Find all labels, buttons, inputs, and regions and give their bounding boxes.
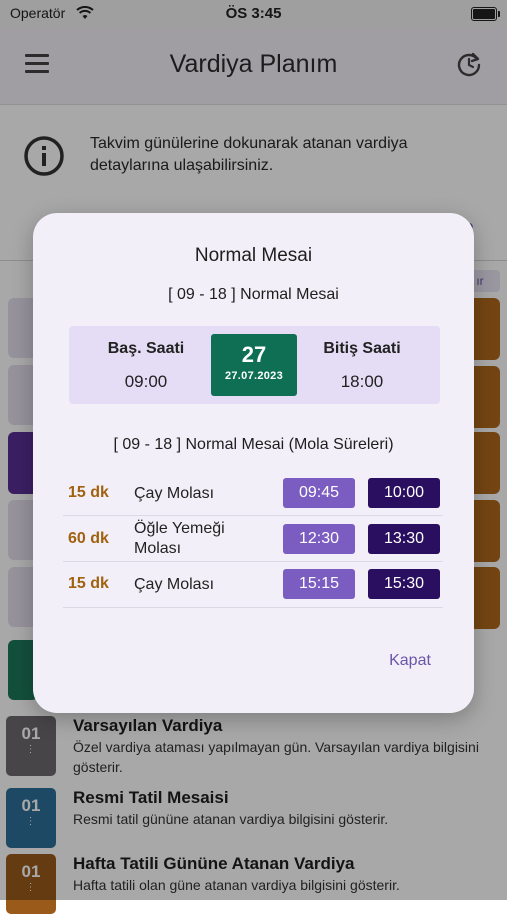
- break-name: Öğle Yemeği Molası: [134, 520, 225, 557]
- break-row: 60 dk Öğle Yemeği Molası 12:30 13:30: [63, 516, 443, 562]
- break-name: Çay Molası: [134, 485, 215, 502]
- carrier-label: Operatör: [10, 5, 66, 21]
- break-row: 15 dk Çay Molası 09:45 10:00: [63, 471, 443, 516]
- list-item: 01 ⋮ Varsayılan Vardiya Özel vardiya ata…: [0, 716, 507, 778]
- clock-label: ÖS 3:45: [225, 5, 282, 22]
- date-day: 27: [241, 342, 267, 367]
- break-row: 15 dk Çay Molası 15:15 15:30: [63, 562, 443, 608]
- list-item: 01 ⋮ Resmi Tatil Mesaisi Resmi tatil gün…: [0, 788, 507, 850]
- start-time-value: 09:00: [124, 372, 168, 391]
- close-button[interactable]: Kapat: [389, 652, 431, 669]
- refresh-icon[interactable]: [455, 50, 483, 78]
- break-end-time: 15:30: [368, 569, 440, 599]
- shift-label: [ 09 - 18 ] Normal Mesai: [168, 286, 339, 303]
- menu-icon[interactable]: [25, 54, 49, 74]
- end-time-label: Bitiş Saati: [323, 340, 401, 357]
- break-start-time: 15:15: [283, 569, 355, 599]
- break-duration: 15 dk: [68, 484, 109, 501]
- status-bar: Operatör ÖS 3:45: [0, 0, 507, 28]
- legend-title: Varsayılan Vardiya: [73, 716, 223, 735]
- legend-description: Özel vardiya ataması yapılmayan gün. Var…: [73, 739, 479, 775]
- legend-title: Resmi Tatil Mesaisi: [73, 788, 229, 807]
- info-banner: Takvim günülerine dokunarak atanan vardi…: [0, 105, 507, 215]
- legend-description: Hafta tatili olan güne atanan vardiya bi…: [73, 877, 400, 893]
- app-bar: Vardiya Planım: [0, 28, 507, 105]
- legend-description: Resmi tatil gününe atanan vardiya bilgis…: [73, 811, 389, 827]
- break-duration: 60 dk: [68, 530, 109, 547]
- date-badge: 27 27.07.2023: [211, 334, 297, 396]
- legend-color-box: 01 ⋮: [6, 716, 56, 776]
- legend-color-box: 01 ⋮: [6, 788, 56, 848]
- break-name: Çay Molası: [134, 576, 215, 593]
- list-item: 01 ⋮ Hafta Tatili Gününe Atanan Vardiya …: [0, 854, 507, 916]
- break-end-time: 10:00: [368, 478, 440, 508]
- info-text: Takvim günülerine dokunarak atanan vardi…: [90, 135, 408, 174]
- start-time-label: Baş. Saati: [107, 340, 185, 357]
- break-end-time: 13:30: [368, 524, 440, 554]
- page-title: Vardiya Planım: [169, 50, 338, 78]
- date-full: 27.07.2023: [224, 370, 284, 382]
- battery-icon: [471, 7, 500, 21]
- legend-title: Hafta Tatili Gününe Atanan Vardiya: [73, 854, 355, 873]
- info-icon: [24, 136, 64, 176]
- breaks-title: [ 09 - 18 ] Normal Mesai (Mola Süreleri): [113, 436, 394, 453]
- break-start-time: 09:45: [283, 478, 355, 508]
- end-time-value: 18:00: [340, 372, 384, 391]
- break-duration: 15 dk: [68, 575, 109, 592]
- break-start-time: 12:30: [283, 524, 355, 554]
- dialog-title: Normal Mesai: [194, 245, 313, 266]
- wifi-icon: [76, 6, 94, 19]
- shift-detail-dialog: Normal Mesai [ 09 - 18 ] Normal Mesai Ba…: [33, 213, 474, 713]
